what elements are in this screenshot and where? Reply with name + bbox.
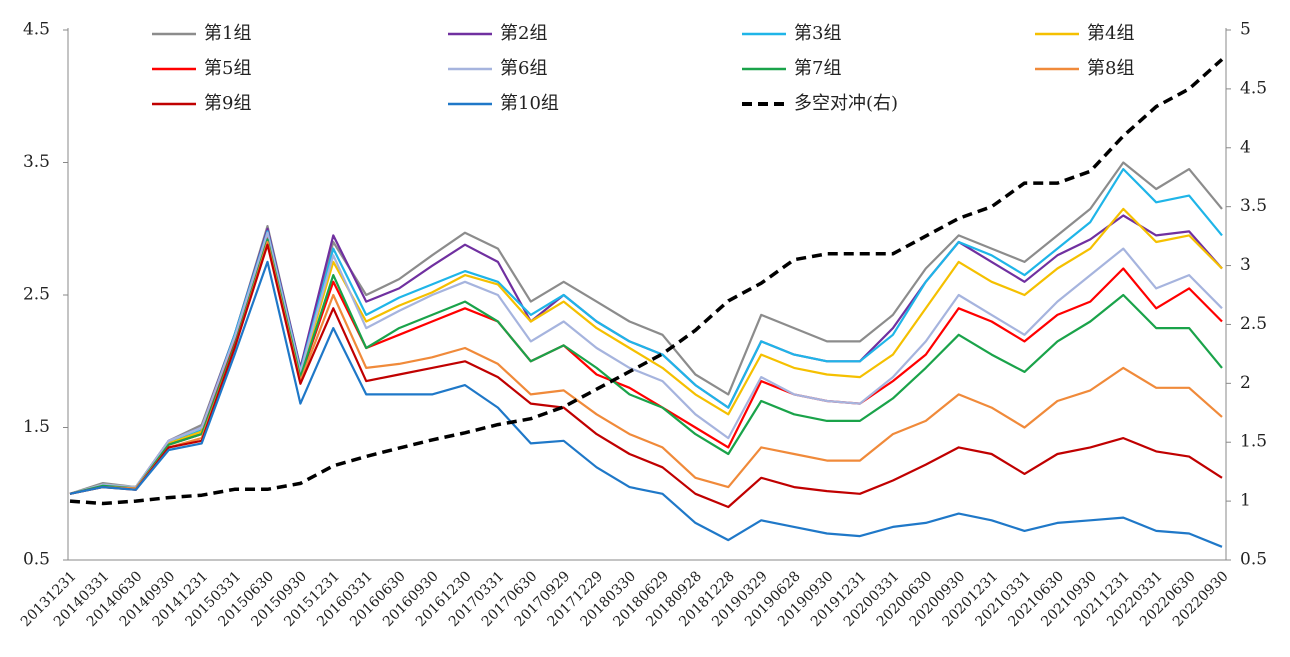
series-line (69, 260, 1223, 548)
y2-tick-label: 3.5 (1240, 196, 1267, 216)
y2-tick-label: 0.5 (1240, 550, 1267, 570)
legend-label: 第2组 (500, 23, 547, 44)
series-line (69, 207, 1223, 495)
series-line (69, 238, 1223, 495)
y-tick-label: 0.5 (23, 550, 50, 570)
legend-label: 第1组 (204, 23, 251, 44)
y2-tick-label: 5 (1240, 20, 1251, 40)
legend-label: 第7组 (794, 58, 841, 79)
y-tick-label: 2.5 (23, 285, 50, 305)
legend-label: 第5组 (204, 58, 251, 79)
legend-label: 第10组 (500, 93, 559, 114)
series-line (69, 231, 1223, 495)
y-tick-label: 3.5 (23, 152, 50, 172)
y2-tick-label: 1.5 (1240, 432, 1267, 452)
y2-tick-label: 2 (1240, 373, 1251, 393)
y2-tick-label: 3 (1240, 255, 1251, 275)
y-tick-label: 4.5 (23, 20, 50, 40)
series-line (69, 243, 1223, 509)
series-line (69, 58, 1224, 506)
series-line (69, 240, 1223, 495)
legend-label: 第4组 (1087, 23, 1134, 44)
legend-label: 第3组 (794, 23, 841, 44)
series-line (69, 214, 1223, 495)
y2-tick-label: 2.5 (1240, 314, 1267, 334)
y-tick-label: 1.5 (23, 417, 50, 437)
y2-tick-label: 4.5 (1240, 78, 1267, 98)
y2-tick-label: 1 (1240, 491, 1251, 511)
legend-label: 多空对冲(右) (794, 93, 898, 114)
y2-tick-label: 4 (1240, 137, 1251, 157)
legend-label: 第6组 (500, 58, 547, 79)
series-line (69, 161, 1223, 495)
legend-label: 第9组 (204, 93, 251, 114)
legend-label: 第8组 (1087, 58, 1134, 79)
